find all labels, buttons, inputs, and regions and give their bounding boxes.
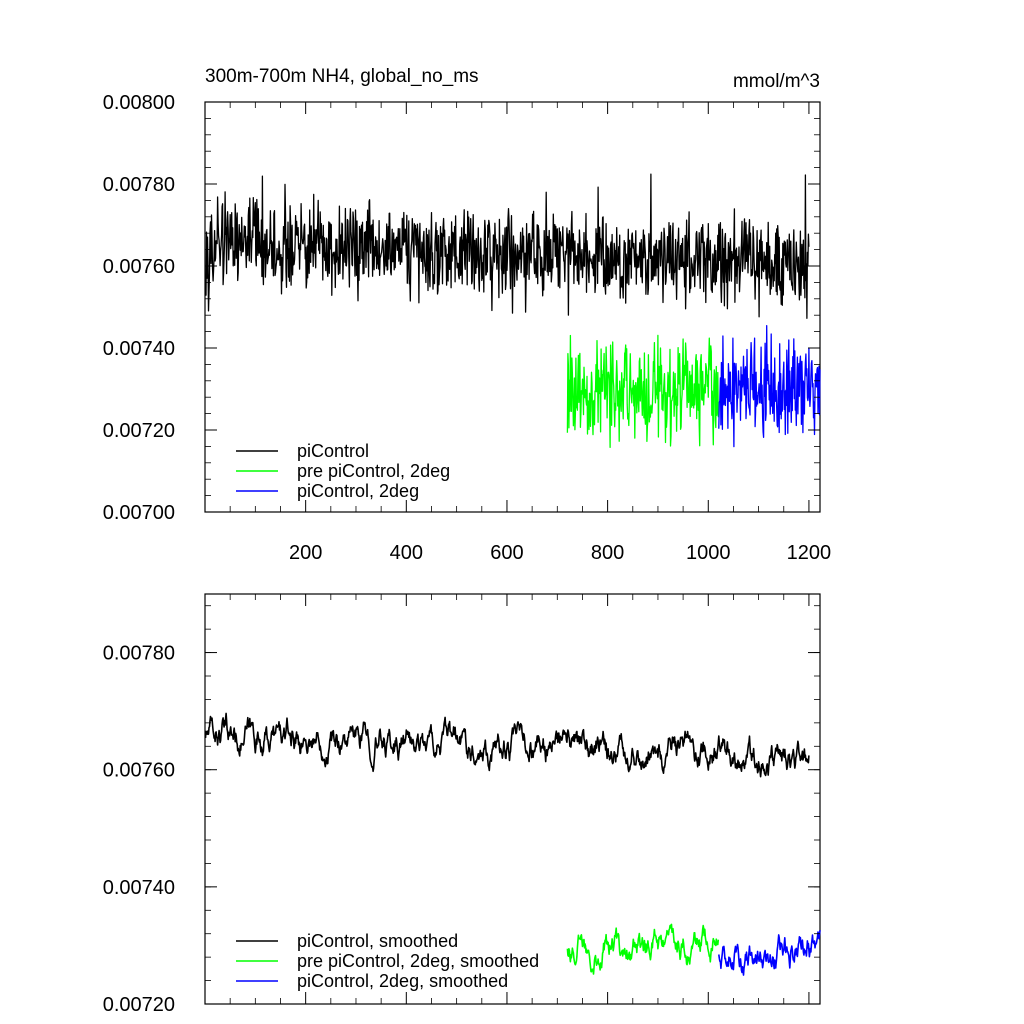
- y-tick-label: 0.00780: [103, 643, 175, 665]
- series-line-2: [718, 930, 821, 976]
- x-tick-label: 800: [591, 542, 624, 564]
- legend-label-2: piControl, 2deg, smoothed: [297, 971, 508, 991]
- bottom-series-lines: [204, 712, 821, 976]
- top-chart-units: mmol/m^3: [733, 71, 820, 92]
- y-tick-label: 0.00740: [103, 877, 175, 899]
- top-ticks: 0.00700 0.00720 0.00740 0.00760 0.00780 0.008…: [103, 92, 831, 564]
- bottom-ticks: 0.00720 0.00740 0.00760 0.00780: [103, 594, 820, 1016]
- series-line-2: [718, 325, 821, 448]
- x-tick-label: 400: [390, 542, 423, 564]
- bottom-plot-frame: [204, 593, 821, 1005]
- top-panel: 0.00700 0.00720 0.00740 0.00760 0.00780 0.008…: [103, 66, 831, 564]
- y-tick-label: 0.00720: [103, 420, 175, 442]
- y-tick-label: 0.00760: [103, 760, 175, 782]
- legend-label-2: piControl, 2deg: [297, 481, 419, 501]
- series-line-0: [204, 712, 810, 778]
- y-tick-label: 0.00700: [103, 502, 175, 524]
- top-plot-frame: [204, 101, 821, 513]
- x-tick-label: 200: [289, 542, 322, 564]
- y-tick-label: 0.00780: [103, 174, 175, 196]
- bottom-panel: 0.00720 0.00740 0.00760 0.00780 piControl, …: [103, 593, 821, 1016]
- series-line-1: [566, 923, 720, 975]
- legend-label-0: piControl, smoothed: [297, 931, 458, 951]
- y-tick-label: 0.00740: [103, 338, 175, 360]
- legend-label-0: piControl: [297, 441, 369, 461]
- y-tick-label: 0.00720: [103, 994, 175, 1016]
- legend-label-1: pre piControl, 2deg, smoothed: [297, 951, 539, 971]
- series-line-1: [566, 334, 719, 449]
- x-tick-label: 1200: [787, 542, 832, 564]
- top-series-lines: [204, 173, 821, 449]
- legend-label-1: pre piControl, 2deg: [297, 461, 450, 481]
- x-tick-label: 1000: [686, 542, 731, 564]
- x-tick-label: 600: [490, 542, 523, 564]
- y-tick-label: 0.00760: [103, 256, 175, 278]
- top-chart-title: 300m-700m NH4, global_no_ms: [205, 66, 479, 87]
- series-line-0: [204, 173, 810, 319]
- y-tick-label: 0.00800: [103, 92, 175, 114]
